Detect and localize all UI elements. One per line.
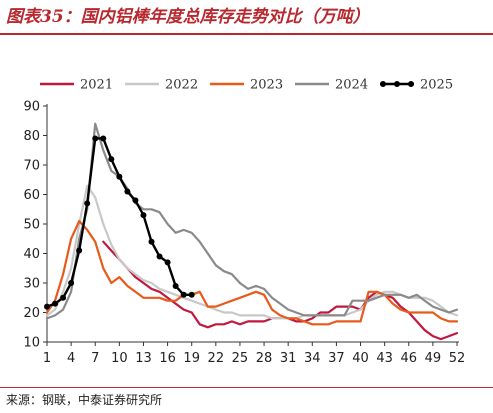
x-tick-label: 40 <box>352 351 369 366</box>
y-tick-label: 80 <box>23 129 40 144</box>
legend-label: 2024 <box>335 78 368 93</box>
y-tick-label: 10 <box>23 336 40 351</box>
legend-marker <box>408 81 414 87</box>
data-point-2025 <box>108 156 115 163</box>
data-point-2025 <box>180 291 187 298</box>
series-2021 <box>102 240 459 341</box>
series-line-2021 <box>102 240 459 341</box>
legend-label: 2025 <box>420 78 453 93</box>
x-tick-label: 34 <box>304 351 321 366</box>
legend-label: 2023 <box>250 78 283 93</box>
x-tick-label: 7 <box>91 351 99 366</box>
y-tick-label: 70 <box>23 159 40 174</box>
data-point-2025 <box>172 282 179 289</box>
data-point-2025 <box>116 173 123 180</box>
series-2024 <box>45 122 459 320</box>
series-2025 <box>44 135 195 310</box>
series-2022 <box>45 184 459 320</box>
data-point-2025 <box>60 294 67 301</box>
x-tick-label: 22 <box>208 351 225 366</box>
data-point-2025 <box>188 291 195 298</box>
x-tick-label: 4 <box>67 351 75 366</box>
x-tick-label: 25 <box>232 351 249 366</box>
data-point-2025 <box>84 200 91 207</box>
source-rule <box>0 387 493 388</box>
legend-item-2025: 2025 <box>380 78 453 93</box>
y-tick-label: 90 <box>23 100 40 115</box>
source-note: 来源：钢联，中泰证券研究所 <box>6 393 163 407</box>
legend-item-2021: 2021 <box>40 78 113 93</box>
data-point-2025 <box>100 135 107 142</box>
data-point-2025 <box>92 135 99 142</box>
series-line-2022 <box>45 184 459 320</box>
data-point-2025 <box>132 197 139 204</box>
data-point-2025 <box>52 300 59 307</box>
chart-title: 图表35：国内铝棒年度总库存走势对比（万吨） <box>6 7 370 27</box>
chart-legend: 2021 2022 2023 2024 2025 <box>40 78 453 93</box>
legend-marker <box>380 81 386 87</box>
line-chart: 10 20 30 40 50 60 70 80 90 1 4 7 10 13 16 19 22 25 28 31 34 3… <box>23 78 465 367</box>
x-tick-label: 19 <box>183 351 200 366</box>
legend-marker <box>394 81 400 87</box>
y-tick-label: 20 <box>23 306 40 321</box>
title-rule <box>0 33 493 35</box>
data-point-2025 <box>148 238 155 245</box>
series-line-2023 <box>45 220 459 326</box>
data-point-2025 <box>140 212 147 219</box>
legend-item-2023: 2023 <box>210 78 283 93</box>
x-tick-label: 52 <box>449 351 466 366</box>
data-point-2025 <box>68 280 75 286</box>
legend-label: 2021 <box>80 78 113 93</box>
data-point-2025 <box>124 188 131 195</box>
legend-item-2024: 2024 <box>295 78 368 93</box>
x-tick-label: 10 <box>111 351 128 366</box>
y-tick-label: 30 <box>23 277 40 292</box>
y-tick-label: 60 <box>23 188 40 203</box>
chart-axes: 10 20 30 40 50 60 70 80 90 1 4 7 10 13 16 19 22 25 28 31 34 3… <box>23 100 465 367</box>
legend-item-2022: 2022 <box>125 78 198 93</box>
legend-label: 2022 <box>165 78 198 93</box>
x-tick-label: 43 <box>376 351 393 366</box>
chart-series <box>44 122 459 341</box>
x-tick-label: 31 <box>280 351 297 366</box>
x-tick-label: 1 <box>43 351 51 366</box>
x-tick-label: 16 <box>159 351 176 366</box>
y-tick-label: 50 <box>23 218 40 233</box>
series-2023 <box>45 220 459 326</box>
data-point-2025 <box>44 303 50 310</box>
x-tick-label: 28 <box>256 351 273 366</box>
y-tick-label: 40 <box>23 247 40 262</box>
data-point-2025 <box>164 259 171 266</box>
x-tick-label: 37 <box>328 351 345 366</box>
series-line-2024 <box>45 122 459 320</box>
x-tick-label: 13 <box>135 351 152 366</box>
x-tick-label: 46 <box>400 351 417 366</box>
data-point-2025 <box>76 247 83 254</box>
data-point-2025 <box>156 253 163 260</box>
x-tick-label: 49 <box>425 351 442 366</box>
